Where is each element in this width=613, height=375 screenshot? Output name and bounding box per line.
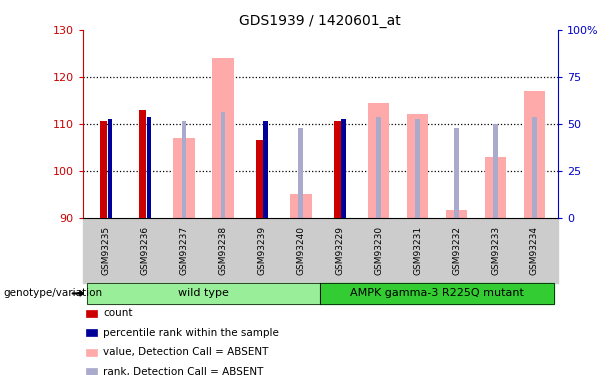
Text: GSM93235: GSM93235 (102, 226, 110, 275)
Bar (334, 122, 341, 218)
Bar (221, 112, 226, 218)
Bar (139, 110, 147, 218)
Bar (454, 128, 459, 217)
Text: GSM93239: GSM93239 (257, 226, 267, 275)
Title: GDS1939 / 1420601_at: GDS1939 / 1420601_at (240, 13, 401, 28)
Bar (256, 140, 263, 218)
Bar (376, 117, 381, 218)
Text: AMPK gamma-3 R225Q mutant: AMPK gamma-3 R225Q mutant (350, 288, 524, 298)
Bar (407, 114, 428, 218)
Text: GSM93230: GSM93230 (374, 226, 383, 275)
Text: percentile rank within the sample: percentile rank within the sample (103, 328, 279, 338)
Bar (264, 122, 268, 218)
Bar (446, 210, 467, 218)
Bar (212, 58, 234, 217)
Text: GSM93233: GSM93233 (491, 226, 500, 275)
Bar (493, 124, 498, 218)
Bar (108, 119, 112, 218)
Bar (299, 128, 303, 217)
Bar (101, 122, 107, 218)
Bar (524, 91, 545, 218)
Bar (416, 119, 420, 218)
Text: GSM93238: GSM93238 (218, 226, 227, 275)
Bar (147, 117, 151, 218)
Bar (341, 119, 346, 218)
Text: genotype/variation: genotype/variation (3, 288, 102, 298)
Text: GSM93231: GSM93231 (413, 226, 422, 275)
Bar (485, 157, 506, 218)
Bar (368, 103, 389, 218)
Bar (532, 117, 537, 218)
Text: GSM93236: GSM93236 (140, 226, 150, 275)
Text: GSM93237: GSM93237 (180, 226, 189, 275)
Bar (173, 138, 195, 218)
Bar (290, 194, 311, 217)
Text: GSM93234: GSM93234 (530, 226, 539, 275)
Bar (181, 122, 186, 218)
Text: count: count (103, 308, 132, 318)
Text: GSM93229: GSM93229 (335, 226, 345, 275)
Text: GSM93240: GSM93240 (296, 226, 305, 275)
Text: rank, Detection Call = ABSENT: rank, Detection Call = ABSENT (103, 367, 264, 375)
Text: value, Detection Call = ABSENT: value, Detection Call = ABSENT (103, 347, 268, 357)
Text: GSM93232: GSM93232 (452, 226, 461, 275)
Text: wild type: wild type (178, 288, 229, 298)
